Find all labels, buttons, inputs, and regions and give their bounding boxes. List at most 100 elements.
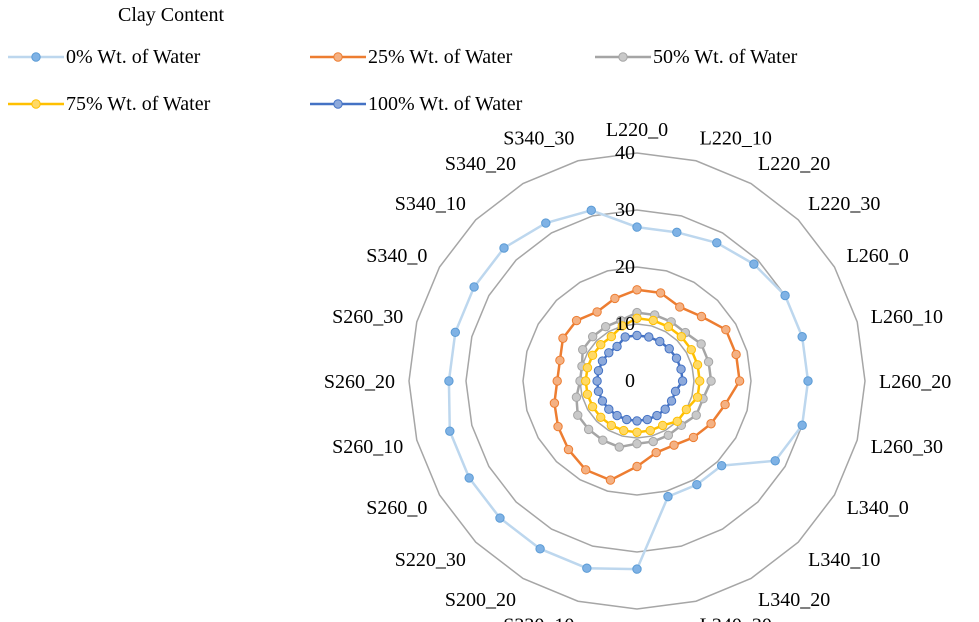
- legend-label: 25% Wt. of Water: [368, 45, 513, 68]
- data-point: [499, 243, 509, 253]
- data-point: [632, 313, 642, 323]
- data-point: [621, 414, 632, 425]
- data-point: [660, 404, 670, 414]
- legend-item: 100% Wt. of Water: [308, 91, 522, 117]
- data-point: [445, 426, 455, 436]
- grid-ring: [522, 266, 752, 496]
- data-point: [571, 315, 582, 326]
- legend-item: 50% Wt. of Water: [593, 44, 797, 70]
- data-point: [582, 563, 592, 573]
- data-point: [681, 404, 692, 415]
- legend-marker: [333, 52, 343, 62]
- data-point: [642, 414, 653, 425]
- data-point: [600, 322, 611, 332]
- data-point: [596, 340, 606, 350]
- legend-swatch: [8, 99, 64, 109]
- legend-label: 50% Wt. of Water: [653, 45, 798, 68]
- category-label: L220_30: [808, 193, 880, 215]
- data-point: [535, 544, 545, 554]
- data-point: [749, 259, 759, 269]
- data-point: [552, 376, 562, 386]
- data-point: [655, 336, 665, 347]
- data-point: [612, 410, 622, 421]
- data-point: [644, 332, 654, 342]
- data-point: [797, 332, 807, 342]
- category-label: S220_10: [503, 614, 574, 622]
- data-point: [652, 410, 662, 421]
- category-label: S340_30: [503, 128, 574, 150]
- data-point: [563, 444, 574, 455]
- data-point: [582, 363, 593, 373]
- data-point: [632, 461, 642, 472]
- legend-item: 75% Wt. of Water: [6, 91, 210, 117]
- data-point: [657, 420, 668, 431]
- series-2: [571, 307, 716, 452]
- data-point: [664, 344, 674, 354]
- legend-swatch: [310, 52, 366, 62]
- data-point: [780, 290, 790, 301]
- data-point: [676, 331, 687, 342]
- data-point: [587, 350, 598, 361]
- category-label: L340_10: [808, 549, 880, 571]
- data-point: [686, 344, 696, 355]
- data-point: [571, 392, 582, 402]
- data-point: [688, 432, 699, 443]
- category-label: S260_30: [332, 306, 403, 328]
- category-label: L260_10: [871, 306, 943, 328]
- data-point: [695, 376, 705, 386]
- data-point: [610, 293, 620, 304]
- data-point: [578, 344, 588, 355]
- legend-swatch: [8, 52, 64, 62]
- data-point: [582, 389, 593, 399]
- data-point: [555, 355, 565, 366]
- legend-item: 25% Wt. of Water: [308, 44, 512, 70]
- category-label: S260_0: [366, 497, 427, 519]
- data-point: [619, 425, 629, 436]
- data-point: [620, 332, 630, 342]
- data-point: [606, 331, 617, 342]
- data-point: [593, 365, 604, 376]
- grid-ring: [579, 323, 695, 439]
- data-point: [598, 435, 608, 445]
- data-point: [614, 442, 624, 452]
- data-point: [617, 321, 627, 331]
- category-label: L340_0: [847, 497, 909, 519]
- legend-swatch: [595, 52, 651, 62]
- data-point: [586, 205, 596, 216]
- data-point: [663, 491, 673, 502]
- data-point: [464, 473, 474, 483]
- data-point: [581, 465, 591, 475]
- data-point: [677, 376, 688, 386]
- category-label: L340_20: [758, 589, 830, 611]
- data-point: [696, 311, 707, 322]
- data-point: [703, 357, 714, 367]
- data-point: [803, 376, 813, 386]
- data-point: [666, 396, 677, 406]
- data-point: [645, 425, 655, 436]
- data-point: [553, 421, 563, 432]
- data-point: [632, 330, 642, 341]
- radial-tick-label: 10: [615, 313, 635, 335]
- data-point: [495, 513, 505, 523]
- series-0: [444, 205, 813, 574]
- data-point: [721, 325, 731, 335]
- category-label: L220_0: [606, 119, 668, 141]
- data-point: [671, 353, 682, 363]
- data-point: [581, 376, 591, 386]
- data-point: [706, 376, 716, 386]
- legend-label: 100% Wt. of Water: [368, 92, 523, 115]
- data-point: [596, 412, 606, 422]
- data-point: [583, 424, 594, 435]
- data-point: [604, 404, 614, 414]
- data-point: [592, 376, 602, 386]
- data-point: [651, 447, 661, 458]
- legend-marker: [618, 52, 628, 62]
- data-point: [716, 460, 727, 471]
- data-point: [632, 416, 642, 426]
- data-point: [770, 456, 780, 466]
- category-label: S340_20: [445, 153, 516, 175]
- data-point: [632, 285, 642, 295]
- data-point: [696, 339, 706, 349]
- data-point: [720, 399, 730, 410]
